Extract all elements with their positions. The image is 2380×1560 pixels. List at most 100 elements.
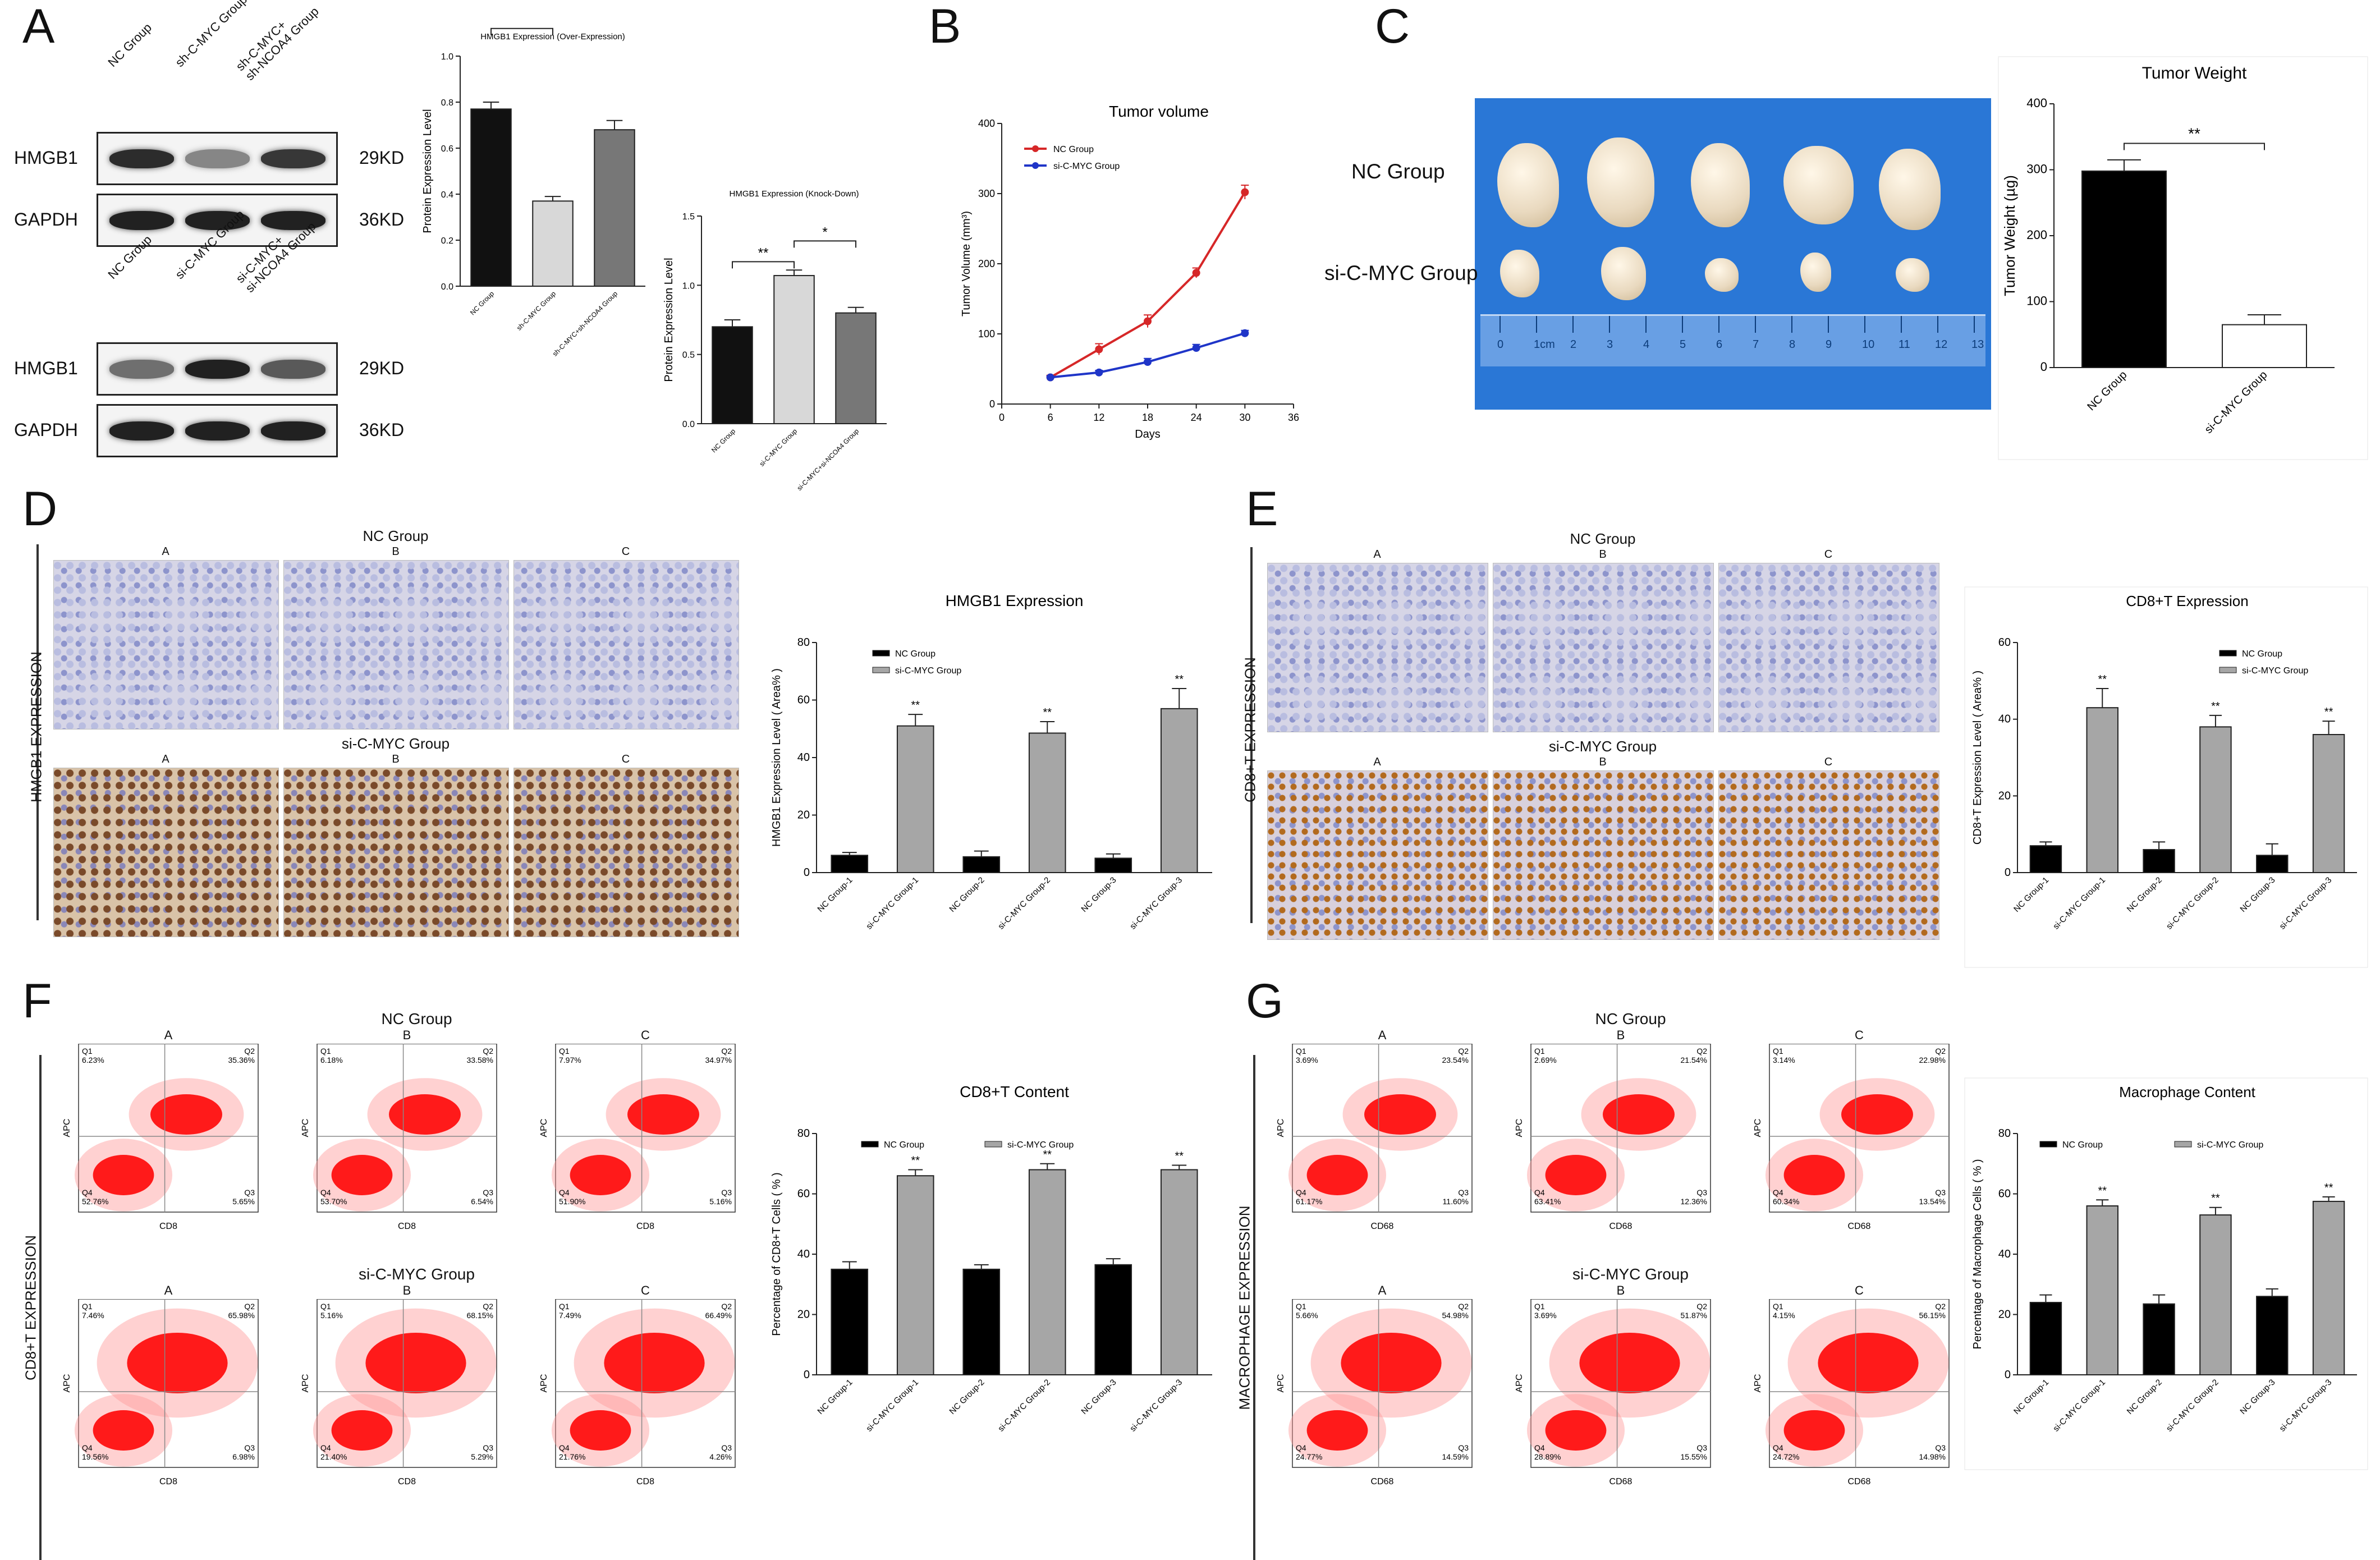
series-line: [1050, 332, 1245, 379]
chart-title: HMGB1 Expression: [946, 592, 1084, 609]
quadrant-value: 6.98%: [232, 1452, 255, 1461]
significance-label: **: [911, 1155, 920, 1167]
quadrant-name: Q2: [1935, 1047, 1946, 1056]
quadrant-name: Q4: [1773, 1443, 1783, 1452]
group-label: si-C-MYC Group: [1572, 1265, 1689, 1283]
ruler-number: 3: [1607, 338, 1613, 351]
x-tick-label: NC Group: [469, 290, 496, 316]
data-point: [1144, 317, 1152, 325]
bar: [2143, 849, 2175, 873]
legend-label: si-C-MYC Group: [2197, 1140, 2263, 1150]
quadrant-value: 7.46%: [82, 1311, 104, 1320]
legend-swatch: [2219, 650, 2237, 657]
y-tick-label: 400: [978, 118, 995, 129]
column-label: C: [621, 753, 630, 765]
x-axis-label: CD68: [1848, 1222, 1871, 1231]
quadrant-value: 21.76%: [559, 1452, 585, 1461]
chart-title: Tumor volume: [1109, 103, 1209, 120]
y-axis-label: Tumor Volume (mm³): [960, 211, 973, 316]
quadrant-name: Q1: [320, 1047, 331, 1056]
series-line: [1049, 191, 1246, 379]
quadrant-value: 14.59%: [1442, 1452, 1469, 1461]
quadrant-name: Q3: [244, 1443, 255, 1452]
quadrant-name: Q1: [1773, 1302, 1783, 1311]
chart-cd8t-content: CD8+T Content 0 20 40 60 80 Percentage of CD8+…: [771, 1083, 1212, 1434]
x-axis-label: Days: [1135, 428, 1161, 441]
column-label: A: [1378, 1028, 1387, 1042]
quadrant-value: 6.23%: [82, 1056, 104, 1065]
quadrant-name: Q3: [483, 1443, 493, 1452]
quadrant-name: Q3: [483, 1188, 493, 1197]
chart-hmgb1-knockdown: HMGB1 Expression (Knock-Down) 0.0 0.5 1.0 1.…: [663, 189, 887, 492]
quadrant-name: Q3: [1935, 1443, 1946, 1452]
x-tick-label: si-C-MYC Group: [2202, 369, 2269, 436]
tumor-nc: [1783, 146, 1854, 224]
quadrant-value: 5.66%: [1296, 1311, 1318, 1320]
quadrant-name: Q2: [1935, 1302, 1946, 1311]
micrograph: [283, 768, 509, 937]
y-tick-label: 200: [2026, 228, 2047, 242]
quadrant-name: Q2: [1696, 1047, 1707, 1056]
x-axis-label: CD68: [1371, 1222, 1394, 1231]
bar: [1028, 732, 1066, 873]
y-tick-label: 1.0: [682, 281, 695, 291]
column-label: A: [1373, 756, 1381, 768]
side-label: HMGB1 EXPRESSION: [27, 651, 45, 802]
y-axis-label: APC: [301, 1374, 310, 1393]
micrograph: [513, 768, 739, 937]
y-tick-label: 40: [1998, 713, 2011, 726]
ruler-number: 4: [1643, 338, 1650, 351]
ruler-number: 2: [1570, 338, 1577, 351]
column-label: A: [162, 753, 169, 765]
panel-label-a: A: [22, 0, 55, 53]
bar: [835, 312, 877, 424]
y-tick-label: 80: [797, 1127, 810, 1140]
bar: [831, 1268, 869, 1375]
bar: [1160, 1169, 1198, 1375]
bar: [896, 725, 934, 873]
ruler-tick: [1974, 316, 1975, 333]
column-label: B: [402, 1283, 411, 1297]
y-tick-label: 0.4: [441, 190, 453, 200]
quadrant-value: 5.65%: [232, 1197, 255, 1206]
x-tick-label: NC Group-3: [1079, 1378, 1118, 1416]
bar: [962, 856, 1001, 873]
blot-band: [185, 421, 250, 441]
y-axis-label: APC: [301, 1119, 310, 1137]
column-label: A: [162, 545, 169, 558]
x-tick-label: 18: [1142, 412, 1153, 423]
quadrant-value: 23.54%: [1442, 1056, 1469, 1065]
scatter-cloud: [1818, 1333, 1919, 1393]
quadrant-value: 3.69%: [1534, 1311, 1557, 1320]
chart-tumor-weight: Tumor Weight 0 100 200 300 400 Tumor Weight (µ…: [1998, 56, 2368, 460]
quadrant-value: 21.40%: [320, 1452, 347, 1461]
quadrant-name: Q4: [1534, 1443, 1545, 1452]
bar: [2086, 1205, 2118, 1375]
ruler-number: 1cm: [1534, 338, 1555, 351]
ruler-number: 13: [1971, 338, 1984, 351]
group-label: NC Group: [1595, 1010, 1666, 1027]
ruler-number: 11: [1899, 338, 1910, 351]
quadrant-value: 7.49%: [559, 1311, 581, 1320]
blot-strip: [97, 342, 338, 396]
quadrant-value: 5.16%: [709, 1197, 732, 1206]
y-tick-label: 0: [2040, 360, 2047, 374]
quadrant-name: Q2: [1696, 1302, 1707, 1311]
bar: [2086, 707, 2118, 874]
y-tick-label: 100: [978, 328, 995, 339]
ruler-tick: [1755, 316, 1756, 333]
y-tick-label: 1.5: [682, 212, 695, 222]
column-label: C: [641, 1283, 650, 1297]
significance-label: **: [2098, 1185, 2107, 1197]
ruler-tick: [1828, 316, 1829, 333]
column-label: C: [621, 545, 630, 558]
x-tick-label: si-C-MYC Group: [758, 427, 799, 468]
quadrant-value: 3.14%: [1773, 1056, 1795, 1065]
significance-bracket: [2124, 143, 2265, 150]
tumor-si: [1800, 253, 1831, 292]
column-label: A: [1373, 548, 1381, 561]
